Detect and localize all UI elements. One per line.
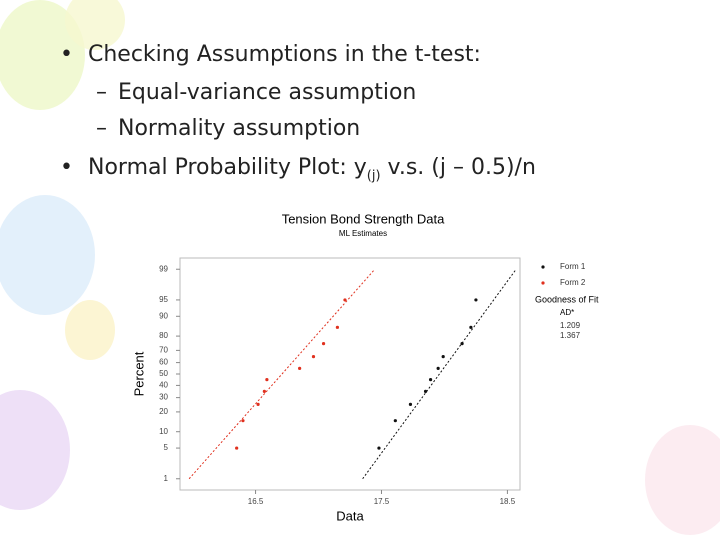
y-tick-label: 10 [159,427,168,436]
data-point [474,298,478,302]
data-point [298,366,302,370]
y-tick-label: 30 [159,393,168,402]
y-tick-label: 70 [159,345,168,354]
y-tick-label: 40 [159,381,168,390]
bullet: Checking Assumptions in the t-test: [60,42,481,67]
x-tick-label: 17.5 [374,497,390,506]
data-point [436,366,440,370]
sub-bullet: Equal-variance assumption [96,80,416,105]
fit-line [362,268,517,480]
data-point [335,325,340,329]
y-tick-label: 80 [159,331,168,340]
chart-title: Tension Bond Strength Data [282,211,445,226]
subscript: (j) [366,168,381,184]
y-tick-label: 90 [159,311,168,320]
chart-subtitle: ML Estimates [339,229,387,238]
y-tick-label: 95 [159,295,168,304]
x-tick-label: 18.5 [500,497,516,506]
data-point [460,342,464,346]
data-point [393,419,397,423]
sub-bullet: Normality assumption [96,116,360,141]
data-point [428,378,433,382]
legend-label: Form 2 [560,278,586,287]
data-point [423,389,428,393]
goodness-title: Goodness of Fit [535,294,599,304]
y-axis-label: Percent [131,351,146,396]
data-point [343,298,347,302]
x-axis-label: Data [336,508,364,523]
data-point [377,446,381,450]
y-tick-label: 50 [159,369,168,378]
y-tick-label: 5 [164,443,169,452]
y-tick-label: 20 [159,407,168,416]
bullet-text: v.s. (j – 0.5)/n [380,155,536,180]
data-point [321,342,326,346]
legend-marker [541,281,545,285]
data-point [408,402,413,406]
goodness-header: AD* [560,308,574,317]
chart-background [128,207,612,529]
y-tick-label: 1 [164,474,169,483]
goodness-value: 1.209 [560,321,581,330]
data-point [265,378,269,382]
legend-marker [541,265,545,269]
data-point [441,355,445,359]
data-point [241,419,245,423]
data-point [235,446,239,450]
data-point [311,355,316,359]
bullet: Normal Probability Plot: y(j) v.s. (j – … [60,155,536,184]
data-point [262,389,266,393]
y-tick-label: 99 [159,264,168,273]
x-tick-label: 16.5 [248,497,264,506]
data-point [256,402,260,406]
legend-label: Form 1 [560,262,586,271]
fit-line [188,268,376,480]
bullet-text: Normal Probability Plot: y [88,155,367,180]
data-point [469,325,473,329]
y-tick-label: 60 [159,358,168,367]
goodness-value: 1.367 [560,331,581,340]
